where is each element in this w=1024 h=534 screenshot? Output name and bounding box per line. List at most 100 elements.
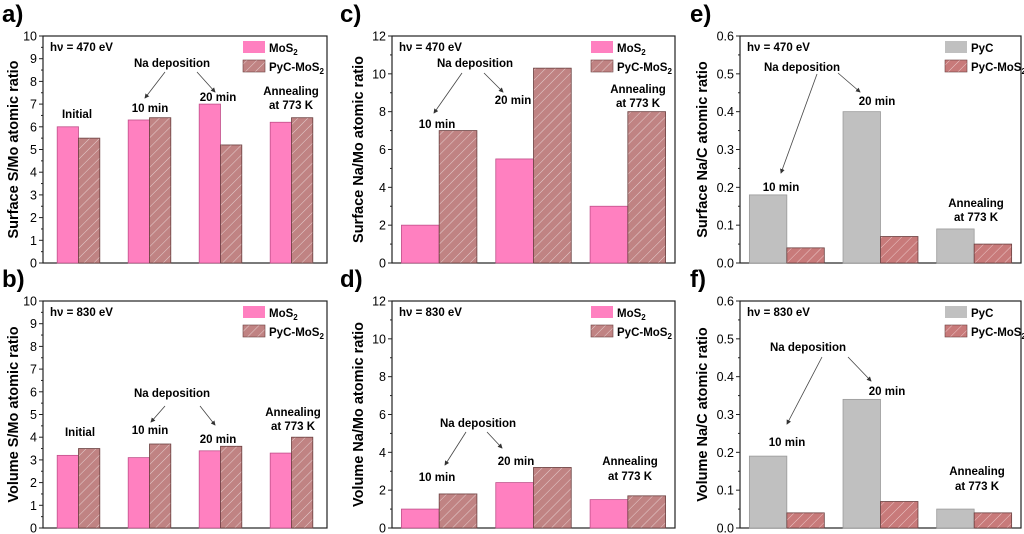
panel-label: d)	[340, 266, 363, 293]
y-tick-label: 0.5	[717, 67, 734, 81]
annotation-20-min: 20 min	[200, 92, 236, 104]
annotation-10-min: 10 min	[132, 103, 168, 115]
bar-mos2-1	[56, 454, 79, 529]
y-tick-label: 0	[379, 257, 386, 271]
legend-text: MoS	[617, 43, 642, 55]
annotation-20-min: 20 min	[200, 434, 236, 446]
legend-text: PyC	[971, 308, 993, 320]
y-tick-label: 4	[30, 431, 37, 445]
annotation-na-deposition: Na deposition	[764, 62, 840, 74]
photon-energy-label: hν = 830 eV	[399, 307, 462, 319]
y-axis-label: Surface Na/Mo atomic ratio	[351, 56, 367, 243]
bar-mos2-4	[269, 121, 292, 264]
y-tick-label: 0.6	[717, 30, 734, 44]
annotation-20-min: 20 min	[495, 95, 531, 107]
annotation-20-min: 20 min	[869, 386, 905, 398]
y-tick-label: 0.4	[717, 370, 734, 384]
legend-text: PyC	[971, 43, 993, 55]
legend-subscript: 2	[293, 48, 298, 57]
photon-energy-label: hν = 470 eV	[50, 42, 113, 54]
bar-pyc-mos2-1	[438, 493, 478, 529]
bar-mos2-1	[401, 224, 440, 264]
y-tick-label: 2	[379, 484, 386, 498]
bar-pyc-mos2-3	[627, 111, 666, 264]
legend-label-mos2: MoS2	[617, 43, 646, 57]
y-tick-label: 8	[379, 105, 386, 119]
legend-swatch-pyc-mos2	[944, 324, 968, 338]
bar-pyc-mos2-2	[149, 443, 172, 529]
legend-swatch-pyc-mos2	[242, 59, 266, 73]
y-tick-label: 0.6	[717, 295, 734, 309]
annotation-annealing: Annealing	[602, 456, 658, 468]
chart-panel-a: a) 0 1 2 3 4 5 6 7 8 9 10 Surface S/Mo atomic ratio h…	[2, 1, 328, 271]
annotation-arrow-20-min	[196, 71, 216, 93]
y-tick-label: 8	[379, 370, 386, 384]
annotation-arrow-10-min	[780, 73, 818, 174]
bar-pyc-1	[748, 455, 788, 529]
annotation-20-min: 20 min	[859, 96, 895, 108]
y-tick-label: 0	[379, 522, 386, 534]
y-tick-label: 0.2	[717, 181, 734, 195]
bar-pyc-mos2-2	[533, 467, 572, 529]
photon-energy-label: hν = 830 eV	[747, 307, 810, 319]
legend-text: PyC-MoS	[617, 62, 668, 74]
y-axis-label: Volume S/Mo atomic ratio	[6, 326, 22, 502]
legend-swatch-pyc-mos2	[590, 324, 614, 338]
panel-label: e)	[690, 1, 711, 28]
y-tick-label: 9	[30, 317, 37, 331]
chart-panel-f: f) 0.0 0.1 0.2 0.3 0.4 0.5 0.6 Volume Na/C atomi…	[690, 266, 1024, 534]
annotation-arrow-10-min	[786, 356, 823, 425]
bar-pyc-mos2-3	[973, 512, 1013, 529]
bar-pyc-mos2-1	[786, 512, 825, 529]
y-tick-label: 4	[379, 181, 386, 195]
y-tick-label: 2	[30, 211, 37, 225]
legend-swatch-mos2	[591, 306, 613, 318]
legend-subscript: 2	[667, 67, 672, 76]
y-tick-label: 6	[30, 120, 37, 134]
annotation-arrow-20-min	[837, 72, 861, 93]
annotation-10-min: 10 min	[419, 119, 455, 131]
y-tick-label: 7	[30, 363, 37, 377]
legend-text: PyC-MoS	[617, 327, 668, 339]
y-tick-label: 8	[30, 340, 37, 354]
bar-mos2-2	[495, 482, 534, 529]
bar-mos2-2	[127, 457, 150, 529]
annotation-initial: Initial	[62, 109, 92, 121]
legend-label-mos2: MoS2	[269, 308, 298, 322]
y-tick-label: 8	[30, 75, 37, 89]
annotation-arrow-20-min	[847, 356, 872, 382]
bar-pyc-mos2-2	[880, 236, 919, 264]
y-tick-label: 6	[379, 408, 386, 422]
y-tick-label: 1	[30, 234, 37, 248]
annotation-arrow-10-min	[144, 71, 166, 99]
bar-mos2-1	[401, 508, 440, 529]
annotation-10-min: 10 min	[763, 182, 799, 194]
y-tick-label: 3	[30, 188, 37, 202]
legend-swatch-pyc-mos2	[590, 59, 614, 73]
bar-pyc-mos2-1	[78, 137, 101, 264]
panel-label: a)	[2, 1, 23, 28]
y-tick-label: 0.1	[717, 219, 734, 233]
y-tick-label: 5	[30, 408, 37, 422]
legend-swatch-mos2	[243, 306, 265, 318]
y-tick-label: 4	[30, 166, 37, 180]
bar-pyc-mos2-3	[627, 495, 666, 529]
annotation-na-deposition: Na deposition	[134, 58, 210, 70]
bar-pyc-mos2-4	[291, 436, 314, 529]
legend-subscript: 2	[641, 313, 646, 322]
bar-pyc-mos2-3	[973, 243, 1013, 264]
y-tick-label: 3	[30, 453, 37, 467]
legend-text: PyC-MoS	[971, 327, 1022, 339]
legend-label-mos2: MoS2	[617, 308, 646, 322]
annotation-arrow-20-min	[199, 405, 216, 426]
annotation-annealing-temp: at 773 K	[616, 98, 661, 110]
y-tick-label: 2	[30, 476, 37, 490]
y-tick-label: 12	[372, 295, 386, 309]
legend-text: PyC-MoS	[971, 62, 1022, 74]
y-tick-label: 0	[30, 522, 37, 534]
bar-pyc-mos2-3	[220, 445, 243, 529]
annotation-arrow-10-min	[433, 72, 463, 114]
bar-mos2-2	[127, 119, 150, 264]
legend-text: MoS	[269, 308, 294, 320]
panel-label: f)	[690, 266, 706, 293]
